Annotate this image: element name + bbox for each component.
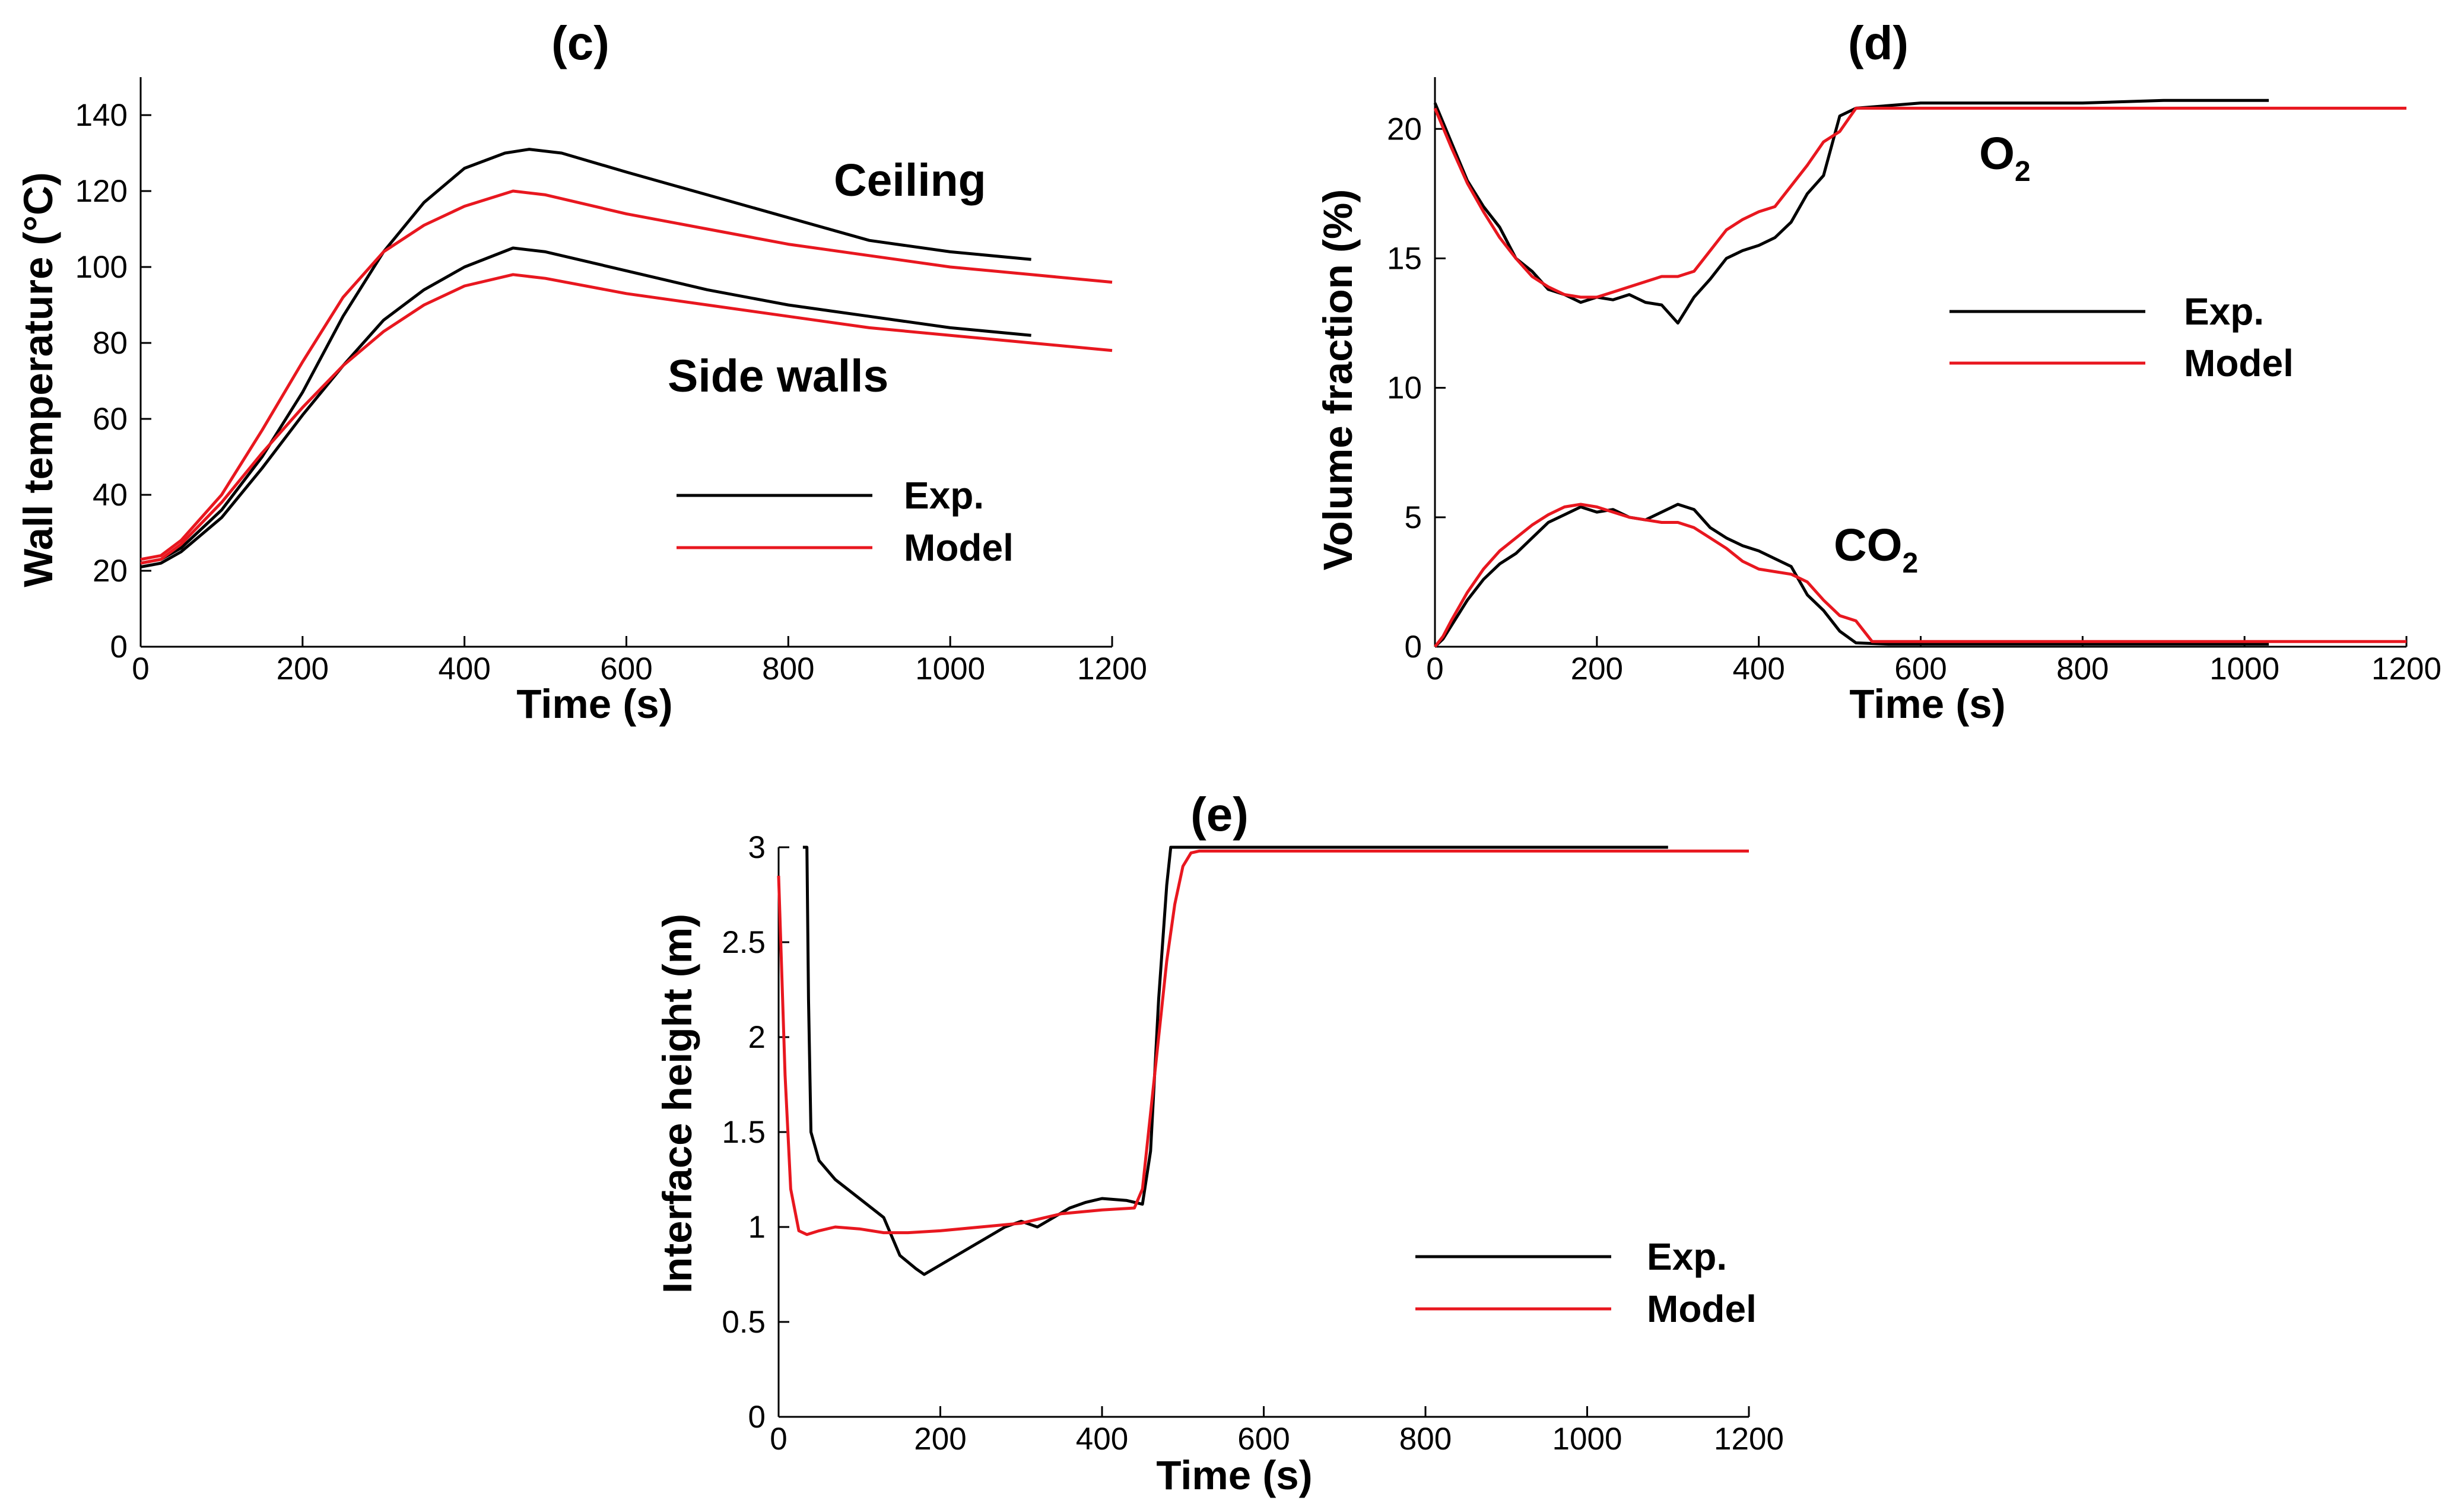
panel-d-plot-area: 0 200 400 600 800 1000 1200 0 5 10 15 20: [1387, 77, 2441, 686]
panel-c-plot-area: 0 200 400 600 800 1000 1200 0 20 40 60 80 100 120 140: [75, 77, 1147, 686]
panel-d-x-tick-label: 1200: [2371, 651, 2441, 686]
panel-e-legend-model-label: Model: [1647, 1288, 1757, 1330]
panel-c-y-tick-label: 20: [93, 554, 128, 589]
panel-c-x-tick-label: 600: [600, 651, 652, 686]
panel-d-co2-main: CO: [1834, 520, 1903, 571]
panel-e-title: (e): [1190, 788, 1249, 841]
panel-d-x-tick-label: 600: [1894, 651, 1947, 686]
panel-e-y-axis-label: Interface height (m): [655, 914, 700, 1293]
panel-d-y-tick-label: 0: [1405, 630, 1422, 665]
panel-c-y-tick-label: 120: [75, 174, 128, 209]
panel-d-x-axis-label: Time (s): [1849, 681, 2005, 727]
panel-e-y-tick-label: 1.5: [722, 1115, 766, 1150]
panel-c-series-exp-side-walls: [140, 246, 1031, 569]
panel-d-x-tick-label: 400: [1732, 651, 1785, 686]
panel-c-y-tick-label: 40: [93, 478, 128, 513]
panel-e-x-tick-label: 600: [1237, 1422, 1290, 1457]
panel-e-plot-area: 0 200 400 600 800 1000 1200 0 0.5 1 1.5 2 2.5 3: [722, 830, 1784, 1457]
panel-d-y-tick-label: 20: [1387, 112, 1422, 147]
panel-d-series-model-co2: [1434, 503, 2406, 648]
panel-d-series-exp-co2: [1434, 503, 2269, 648]
panel-c-x-tick-label: 800: [762, 651, 814, 686]
panel-e-y-tick-label: 3: [748, 830, 766, 865]
panel-e-x-tick-label: 0: [770, 1422, 787, 1457]
panel-c-y-tick-label: 140: [75, 98, 128, 133]
panel-e-y-tick-label: 2.5: [722, 925, 766, 960]
panel-e-x-axis-label: Time (s): [1156, 1452, 1312, 1498]
panel-e-x-tick-label: 1200: [1714, 1422, 1784, 1457]
panel-c-x-tick-label: 400: [438, 651, 490, 686]
panel-d-o2-subscript: 2: [2015, 156, 2031, 187]
panel-d-x-tick-label: 0: [1426, 651, 1443, 686]
panel-c-series-model-ceiling: [140, 189, 1113, 561]
panel-e-series-exp: [802, 845, 1668, 1276]
panel-d-x-tick-label: 200: [1571, 651, 1623, 686]
panel-d-o2-main: O: [1979, 128, 2015, 179]
panel-d-co2-subscript: 2: [1903, 548, 1919, 579]
panel-d: (d) 0 200 400 600 800 1000 1200 0 5 10 15 20 Time (…: [1315, 17, 2441, 727]
panel-e-y-tick-label: 0: [748, 1400, 766, 1435]
panel-d-series-model-o2: [1433, 106, 2406, 299]
panel-c-y-tick-label: 0: [110, 630, 128, 665]
panel-c-x-tick-label: 0: [132, 651, 149, 686]
panel-e-series-model: [777, 849, 1749, 1236]
panel-c-legend-exp-label: Exp.: [904, 474, 984, 517]
panel-c-x-tick-label: 1000: [915, 651, 985, 686]
panel-d-x-tick-label: 1000: [2209, 651, 2279, 686]
panel-c-x-tick-label: 200: [277, 651, 329, 686]
panel-e-y-tick-label: 0.5: [722, 1305, 766, 1340]
panel-c-x-tick-label: 1200: [1077, 651, 1147, 686]
panel-c-y-tick-label: 60: [93, 402, 128, 437]
panel-d-series-exp-o2: [1433, 98, 2269, 325]
panel-c-y-tick-label: 80: [93, 326, 128, 361]
panel-c-title: (c): [551, 17, 609, 69]
panel-c-y-tick-label: 100: [75, 250, 128, 285]
panel-d-y-axis-label: Volume fraction (%): [1315, 189, 1361, 571]
panel-d-annotation-o2: O2: [1979, 128, 2031, 187]
panel-c-x-axis-label: Time (s): [516, 681, 672, 727]
panel-d-y-tick-label: 5: [1405, 500, 1422, 535]
panel-d-title: (d): [1848, 17, 1909, 69]
panel-e-x-tick-label: 200: [914, 1422, 966, 1457]
panel-d-x-tick-label: 800: [2056, 651, 2109, 686]
panel-c-series-model-side-walls: [140, 273, 1113, 565]
panel-d-y-tick-label: 10: [1387, 371, 1422, 406]
panel-e-x-tick-label: 400: [1076, 1422, 1128, 1457]
panel-d-legend-exp-label: Exp.: [2184, 290, 2264, 333]
panel-e-x-tick-label: 1000: [1552, 1422, 1622, 1457]
panel-d-legend-model-label: Model: [2184, 342, 2294, 384]
panel-c-legend-model-label: Model: [904, 526, 1014, 569]
panel-c-y-axis-label: Wall temperature (°C): [15, 172, 61, 587]
panel-e-y-tick-label: 2: [748, 1020, 766, 1055]
panel-d-annotation-co2: CO2: [1834, 520, 1918, 579]
panel-c-annotation-side-walls: Side walls: [668, 351, 888, 402]
panel-c-series-exp-ceiling: [140, 148, 1031, 565]
panel-c-annotation-ceiling: Ceiling: [834, 155, 986, 206]
panel-e-y-tick-label: 1: [748, 1210, 766, 1245]
panel-c: (c) 0 200 400 600 800 1000 1200 0 20 40 60 80 100 120…: [15, 17, 1147, 727]
panel-d-y-tick-label: 15: [1387, 241, 1422, 276]
panel-e-x-tick-label: 800: [1399, 1422, 1452, 1457]
panel-e-legend-exp-label: Exp.: [1647, 1235, 1727, 1278]
panel-e: (e) 0 200 400 600 800 1000 1200 0 0.5 1 1.5 2 2.5 3 T…: [655, 788, 1784, 1498]
